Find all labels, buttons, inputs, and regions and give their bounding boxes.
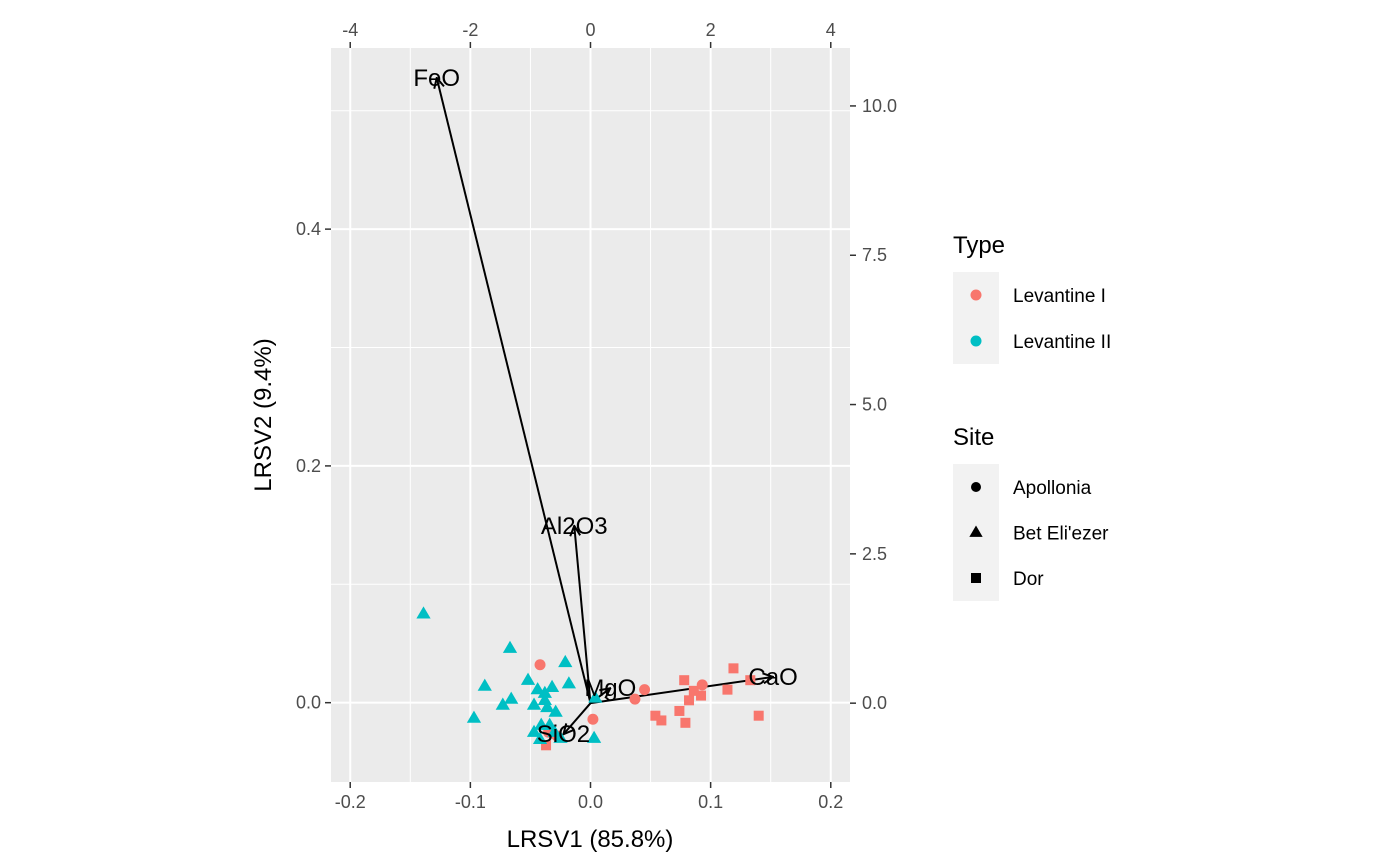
- top-x-tick-label: 4: [826, 20, 836, 40]
- data-point: [679, 675, 690, 686]
- data-point: [753, 710, 764, 721]
- data-point: [629, 693, 641, 705]
- legend-title-type: Type: [953, 232, 1005, 259]
- data-point: [526, 697, 542, 710]
- data-point: [548, 704, 563, 717]
- data-point: [728, 663, 739, 674]
- data-point: [530, 682, 545, 695]
- loading-label-feo: FeO: [413, 65, 460, 92]
- legend-key-site: [969, 525, 983, 537]
- legend-label-type: Levantine I: [1013, 286, 1106, 307]
- data-point: [542, 717, 557, 730]
- data-point: [696, 690, 707, 701]
- data-point: [656, 715, 667, 726]
- loading-arrow-al2o3: [574, 526, 592, 704]
- legend-label-site: Dor: [1013, 569, 1044, 590]
- right-y-tick-label: 10.0: [862, 96, 897, 116]
- data-point: [696, 679, 708, 691]
- data-point: [534, 659, 546, 671]
- legend-label-type: Levantine II: [1013, 332, 1111, 353]
- top-x-tick-label: -2: [462, 20, 478, 40]
- data-point: [650, 710, 661, 721]
- data-point: [541, 740, 552, 751]
- legend-label-site: Bet Eli'ezer: [1013, 524, 1109, 545]
- major-grid: [331, 48, 850, 782]
- legend-key-background: [953, 272, 999, 364]
- data-point: [674, 705, 685, 716]
- data-point: [504, 691, 519, 704]
- right-y-tick-label: 7.5: [862, 245, 887, 265]
- data-point: [495, 697, 510, 710]
- y-tick-label: 0.2: [296, 456, 321, 476]
- data-point: [587, 713, 599, 725]
- data-point: [477, 678, 492, 691]
- data-point: [553, 730, 568, 743]
- data-point: [532, 731, 548, 745]
- loading-label-al2o3: Al2O3: [541, 513, 608, 540]
- data-point: [680, 717, 691, 728]
- data-point: [586, 730, 602, 743]
- loading-label-cao: CaO: [748, 664, 797, 691]
- top-x-tick-label: 0: [585, 20, 595, 40]
- right-y-tick-label: 2.5: [862, 544, 887, 564]
- legend-title-site: Site: [953, 424, 994, 451]
- x-axis-title: LRSV1 (85.8%): [507, 826, 674, 853]
- data-point: [588, 690, 603, 703]
- x-tick-label: -0.2: [335, 792, 366, 812]
- data-point: [561, 676, 576, 689]
- x-tick-label: 0.2: [818, 792, 843, 812]
- loading-label-mgo: MgO: [584, 675, 636, 702]
- y-axis-title: LRSV2 (9.4%): [250, 338, 277, 491]
- loading-labels: FeO Al2O3 MgO CaO SiO2: [413, 65, 797, 748]
- data-point: [416, 606, 431, 619]
- x-tick-label: 0.0: [578, 792, 603, 812]
- data-point: [544, 679, 560, 692]
- data-point: [502, 640, 518, 653]
- x-tick-label: 0.1: [698, 792, 723, 812]
- data-point: [526, 724, 542, 737]
- loading-label-sio2: SiO2: [537, 721, 590, 748]
- data-point: [745, 675, 756, 686]
- data-point: [547, 724, 562, 737]
- legend: Type Levantine I Levantine II Site Apollonia…: [953, 232, 1111, 601]
- data-point: [639, 684, 651, 696]
- axes: -0.2 -0.1 0.0 0.1 0.2 0.0 0.2 0.4 -4 -2 0 2 4 0.0 2.5 5…: [296, 20, 897, 812]
- legend-key-type: [970, 335, 982, 347]
- loading-arrow-cao: [590, 677, 774, 705]
- right-y-tick-label: 5.0: [862, 395, 887, 415]
- top-x-tick-label: -4: [342, 20, 358, 40]
- y-tick-label: 0.0: [296, 693, 321, 713]
- data-points: [416, 606, 764, 751]
- right-y-tick-label: 0.0: [862, 693, 887, 713]
- loading-arrow-feo: [437, 78, 592, 704]
- loading-arrow-sio2: [563, 702, 592, 734]
- data-point: [537, 685, 552, 698]
- legend-key-site: [971, 482, 981, 492]
- data-point: [466, 710, 482, 723]
- legend-key-type: [970, 289, 982, 301]
- legend-label-site: Apollonia: [1013, 478, 1092, 499]
- data-point: [722, 684, 733, 695]
- x-tick-label: -0.1: [455, 792, 486, 812]
- legend-key-site: [971, 573, 981, 583]
- data-point: [540, 699, 555, 713]
- top-x-tick-label: 2: [706, 20, 716, 40]
- data-point: [688, 685, 699, 696]
- data-point: [558, 654, 573, 668]
- y-tick-label: 0.4: [296, 219, 321, 239]
- data-point: [520, 672, 536, 685]
- data-point: [684, 695, 695, 706]
